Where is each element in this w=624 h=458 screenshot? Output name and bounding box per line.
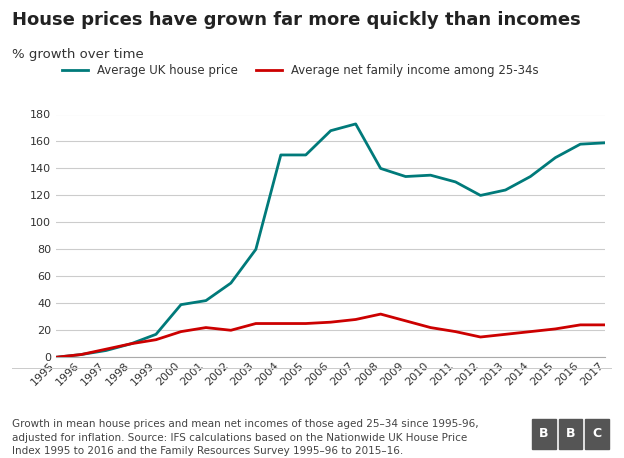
Legend: Average UK house price, Average net family income among 25-34s: Average UK house price, Average net fami… (62, 64, 539, 77)
Text: Growth in mean house prices and mean net incomes of those aged 25–34 since 1995-: Growth in mean house prices and mean net… (12, 420, 479, 456)
Bar (532, 419, 555, 449)
Text: C: C (593, 427, 602, 441)
Text: House prices have grown far more quickly than incomes: House prices have grown far more quickly… (12, 11, 581, 29)
Bar (558, 419, 582, 449)
Text: B: B (566, 427, 575, 441)
Text: % growth over time: % growth over time (12, 48, 144, 61)
Bar (585, 419, 609, 449)
Text: B: B (539, 427, 548, 441)
